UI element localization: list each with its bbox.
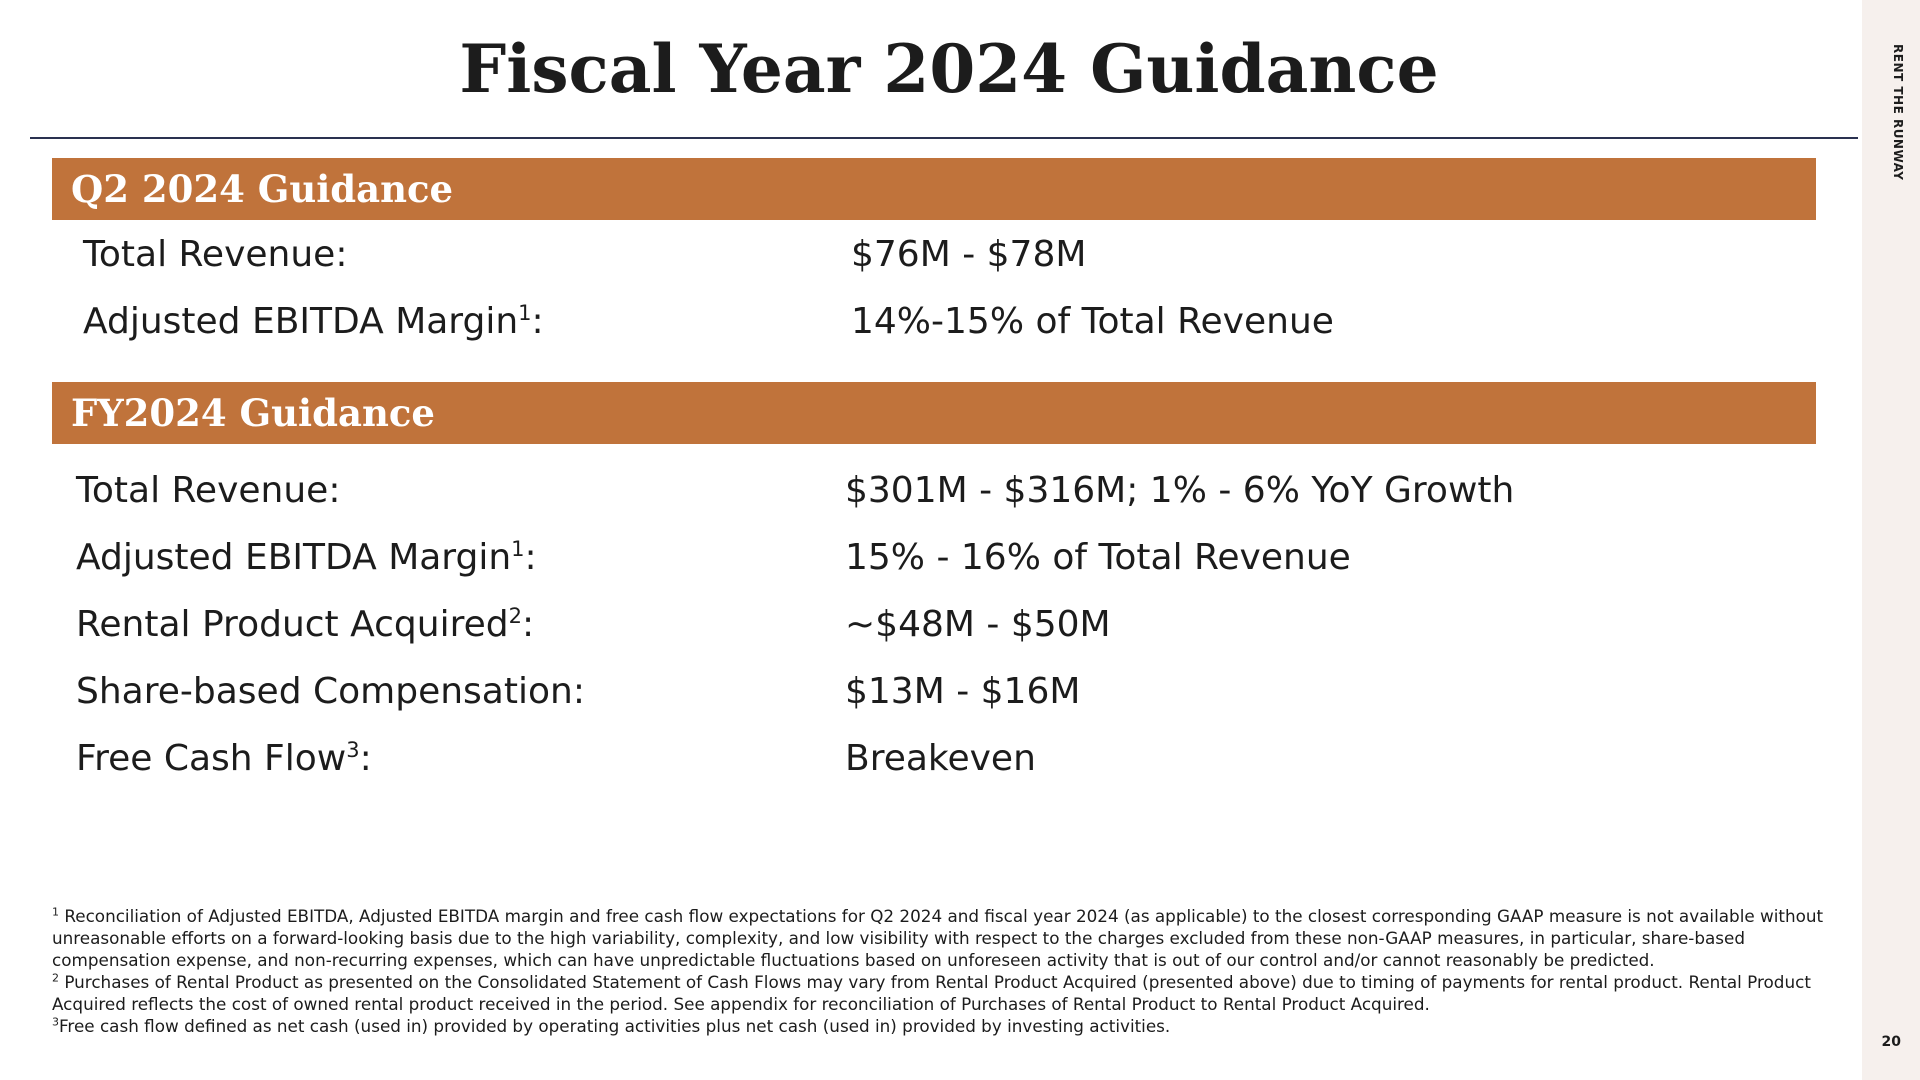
fy-row-total-revenue: Total Revenue: $301M - $316M; 1% - 6% Yo… xyxy=(0,458,1860,524)
footnote-marker: 1 xyxy=(511,537,525,561)
fy-row-rental-product-acquired: Rental Product Acquired2: ~$48M - $50M xyxy=(0,592,1860,658)
fy-row-free-cash-flow: Free Cash Flow3: Breakeven xyxy=(0,726,1860,792)
q2-row-total-revenue: Total Revenue: $76M - $78M xyxy=(0,222,1860,288)
brand-label: RENT THE RUNWAY xyxy=(1891,44,1905,181)
row-value: 14%-15% of Total Revenue xyxy=(851,301,1334,342)
row-label: Total Revenue: xyxy=(76,470,341,511)
footnote-marker: 1 xyxy=(52,905,59,919)
footnotes: 1 Reconciliation of Adjusted EBITDA, Adj… xyxy=(52,905,1852,1037)
q2-row-adjusted-ebitda-margin: Adjusted EBITDA Margin1: 14%-15% of Tota… xyxy=(0,289,1860,355)
row-value: 15% - 16% of Total Revenue xyxy=(845,537,1351,578)
row-label: Share-based Compensation: xyxy=(76,671,585,712)
row-label: Rental Product Acquired2: xyxy=(76,604,535,645)
footnote-marker: 3 xyxy=(52,1015,59,1029)
row-value: $301M - $316M; 1% - 6% YoY Growth xyxy=(845,470,1515,511)
footnote-1: 1 Reconciliation of Adjusted EBITDA, Adj… xyxy=(52,905,1824,970)
row-value: $76M - $78M xyxy=(851,234,1087,275)
section-title: Q2 2024 Guidance xyxy=(71,167,454,211)
row-value: Breakeven xyxy=(845,738,1036,779)
footnote-marker: 1 xyxy=(518,301,532,325)
section-title: FY2024 Guidance xyxy=(71,391,435,435)
footnote-marker: 3 xyxy=(346,738,360,762)
fy-row-share-based-compensation: Share-based Compensation: $13M - $16M xyxy=(0,659,1860,725)
row-label: Adjusted EBITDA Margin1: xyxy=(83,301,544,342)
footnote-marker: 2 xyxy=(52,971,59,985)
fy-row-adjusted-ebitda-margin: Adjusted EBITDA Margin1: 15% - 16% of To… xyxy=(0,525,1860,591)
title-divider xyxy=(30,137,1858,139)
row-label: Total Revenue: xyxy=(83,234,348,275)
page-title: Fiscal Year 2024 Guidance xyxy=(459,30,1439,108)
page-number: 20 xyxy=(1881,1034,1901,1050)
q2-guidance-header: Q2 2024 Guidance xyxy=(52,158,1816,220)
row-value: $13M - $16M xyxy=(845,671,1081,712)
footnote-marker: 2 xyxy=(508,604,522,628)
row-label: Free Cash Flow3: xyxy=(76,738,372,779)
brand-sidebar: RENT THE RUNWAY 20 xyxy=(1862,0,1920,1080)
row-value: ~$48M - $50M xyxy=(845,604,1111,645)
footnote-3: 3Free cash flow defined as net cash (use… xyxy=(52,1015,1171,1036)
footnote-2: 2 Purchases of Rental Product as present… xyxy=(52,971,1811,1014)
fy-guidance-header: FY2024 Guidance xyxy=(52,382,1816,444)
row-label: Adjusted EBITDA Margin1: xyxy=(76,537,537,578)
